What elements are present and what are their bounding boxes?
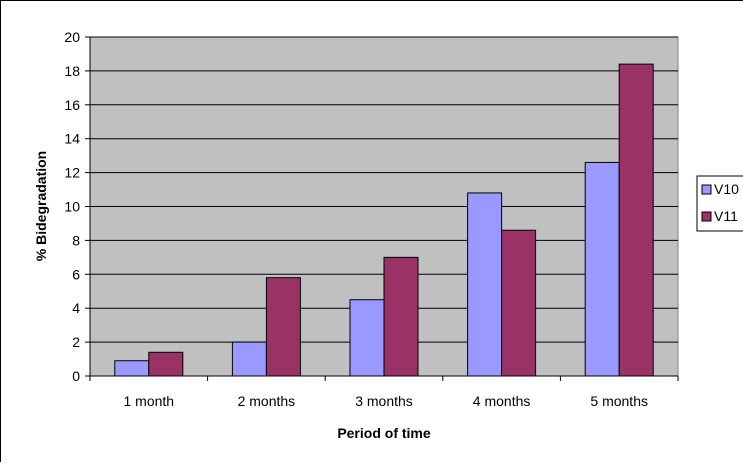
y-tick-label: 20: [64, 29, 80, 45]
bar-v11-4: [502, 230, 536, 376]
bar-v11-1: [149, 352, 183, 376]
legend: V10 V11: [697, 176, 743, 231]
y-axis-title: % Bidegradation: [33, 151, 49, 261]
x-tick-label: 1 month: [124, 393, 175, 409]
bar-v11-2: [266, 278, 300, 376]
legend-label-v11: V11: [714, 208, 738, 224]
y-tick-label: 16: [64, 97, 80, 113]
legend-label-v10: V10: [714, 181, 739, 197]
x-tick-label: 2 months: [238, 393, 296, 409]
y-tick-label: 14: [64, 131, 80, 147]
x-tick-label: 5 months: [590, 393, 648, 409]
bar-v10-2: [232, 342, 266, 376]
bar-v11-3: [384, 257, 418, 376]
legend-swatch-v10: [702, 185, 711, 194]
y-tick-label: 10: [64, 199, 80, 215]
y-tick-label: 0: [72, 368, 80, 384]
y-tick-label: 8: [72, 232, 80, 248]
x-axis-title: Period of time: [337, 425, 431, 441]
bar-v10-3: [350, 300, 384, 376]
bar-v10-5: [585, 162, 619, 376]
x-tick-label: 4 months: [473, 393, 531, 409]
bar-v11-5: [619, 64, 653, 376]
bar-v10-1: [115, 361, 149, 376]
bar-v10-4: [468, 193, 502, 376]
y-tick-label: 2: [72, 334, 80, 350]
y-tick-label: 12: [64, 165, 80, 181]
y-tick-label: 18: [64, 63, 80, 79]
y-tick-label: 6: [72, 266, 80, 282]
y-tick-label: 4: [72, 300, 80, 316]
legend-swatch-v11: [702, 212, 711, 221]
x-tick-label: 3 months: [355, 393, 413, 409]
